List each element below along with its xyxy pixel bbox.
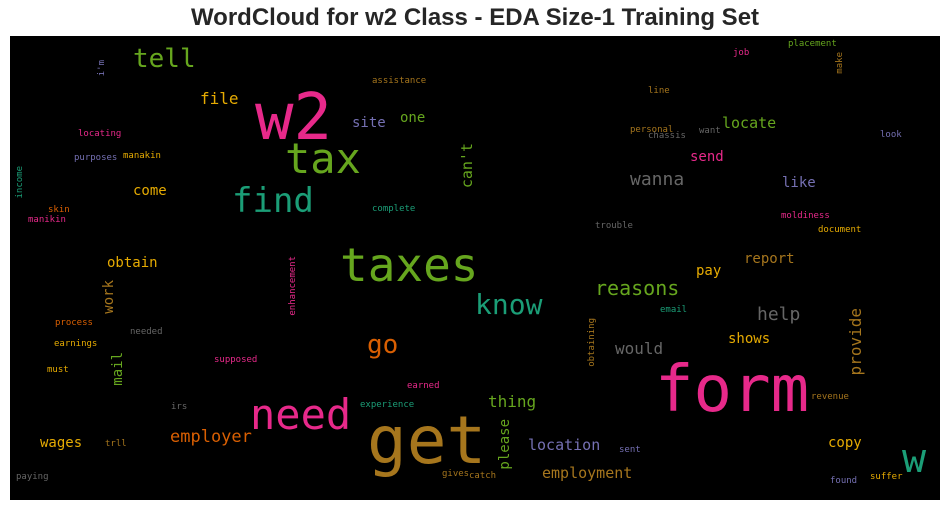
word-process: process (55, 318, 93, 328)
word-want: want (699, 126, 721, 136)
word-skin: skin (48, 205, 70, 215)
word-found: found (830, 476, 858, 486)
word-chassis: chassis (648, 131, 686, 141)
word-sent: sent (619, 445, 641, 455)
chart-title: WordCloud for w2 Class - EDA Size-1 Trai… (190, 4, 760, 31)
word-job: job (733, 48, 750, 58)
word-supposed: supposed (214, 355, 258, 365)
word-work: work (101, 280, 117, 314)
word-document: document (818, 225, 862, 235)
word-trll: trll (105, 439, 127, 449)
word-go: go (367, 330, 399, 360)
word-location: location (528, 436, 601, 454)
word-provide: provide (846, 308, 865, 376)
word-shows: shows (728, 331, 771, 347)
word-enhancement: enhancement (288, 256, 298, 316)
word-cloud-canvas: w2 form get taxes need tax find know w tell go reas… (10, 36, 940, 500)
word-form: form (655, 353, 810, 427)
word-income: income (15, 166, 25, 199)
word-earnings: earnings (54, 339, 98, 349)
word-needed: needed (130, 327, 163, 337)
word-obtain: obtain (107, 255, 158, 271)
word-copy: copy (828, 435, 862, 451)
word-mail: mail (110, 352, 126, 386)
word-would: would (615, 339, 664, 358)
word-moldiness: moldiness (781, 211, 830, 221)
word-report: report (744, 251, 795, 267)
word-come: come (133, 183, 167, 199)
word-gives: gives (442, 469, 470, 479)
word-thing: thing (488, 392, 537, 411)
word-send: send (690, 149, 724, 165)
word-please: please (497, 419, 513, 470)
word-wanna: wanna (630, 169, 685, 190)
word-revenue: revenue (811, 392, 849, 402)
word-placement: placement (788, 39, 837, 49)
word-need: need (250, 390, 352, 439)
word-paying: paying (16, 472, 49, 482)
word-purposes: purposes (74, 153, 118, 163)
word-find: find (232, 181, 314, 221)
word-make: make (835, 52, 845, 74)
word-experience: experience (360, 400, 415, 410)
word-tell: tell (133, 44, 196, 74)
word-line: line (648, 86, 670, 96)
word-wages: wages (40, 435, 83, 451)
word-catch: catch (469, 471, 497, 481)
word-trouble: trouble (595, 221, 633, 231)
word-manakin: manakin (123, 151, 161, 161)
word-irs: irs (171, 402, 188, 412)
word-site: site (352, 115, 386, 131)
word-like: like (782, 175, 816, 191)
word-obtaining: obtaining (587, 318, 597, 367)
word-file: file (200, 89, 239, 108)
word-earned: earned (407, 381, 440, 391)
word-look: look (880, 130, 902, 140)
word-locating: locating (78, 129, 122, 139)
word-tax: tax (285, 134, 361, 183)
word-employer: employer (170, 427, 252, 447)
word-reasons: reasons (595, 276, 680, 300)
word-w: w (902, 436, 927, 482)
word-manikin: manikin (28, 215, 66, 225)
word-i-m: i'm (97, 60, 107, 77)
word-email: email (660, 305, 688, 315)
word-help: help (757, 304, 801, 325)
word-one: one (400, 110, 426, 126)
word-suffer: suffer (870, 472, 903, 482)
word-employment: employment (542, 464, 633, 482)
word-complete: complete (372, 204, 416, 214)
word-pay: pay (696, 263, 722, 279)
word-get: get (367, 402, 487, 479)
word-locate: locate (722, 114, 777, 132)
word-taxes: taxes (340, 238, 479, 292)
word-know: know (475, 288, 543, 321)
word-can-t: can't (458, 143, 476, 189)
word-w2: w2 (255, 81, 333, 155)
word-assistance: assistance (372, 76, 427, 86)
word-must: must (47, 365, 69, 375)
word-personal: personal (630, 125, 674, 135)
